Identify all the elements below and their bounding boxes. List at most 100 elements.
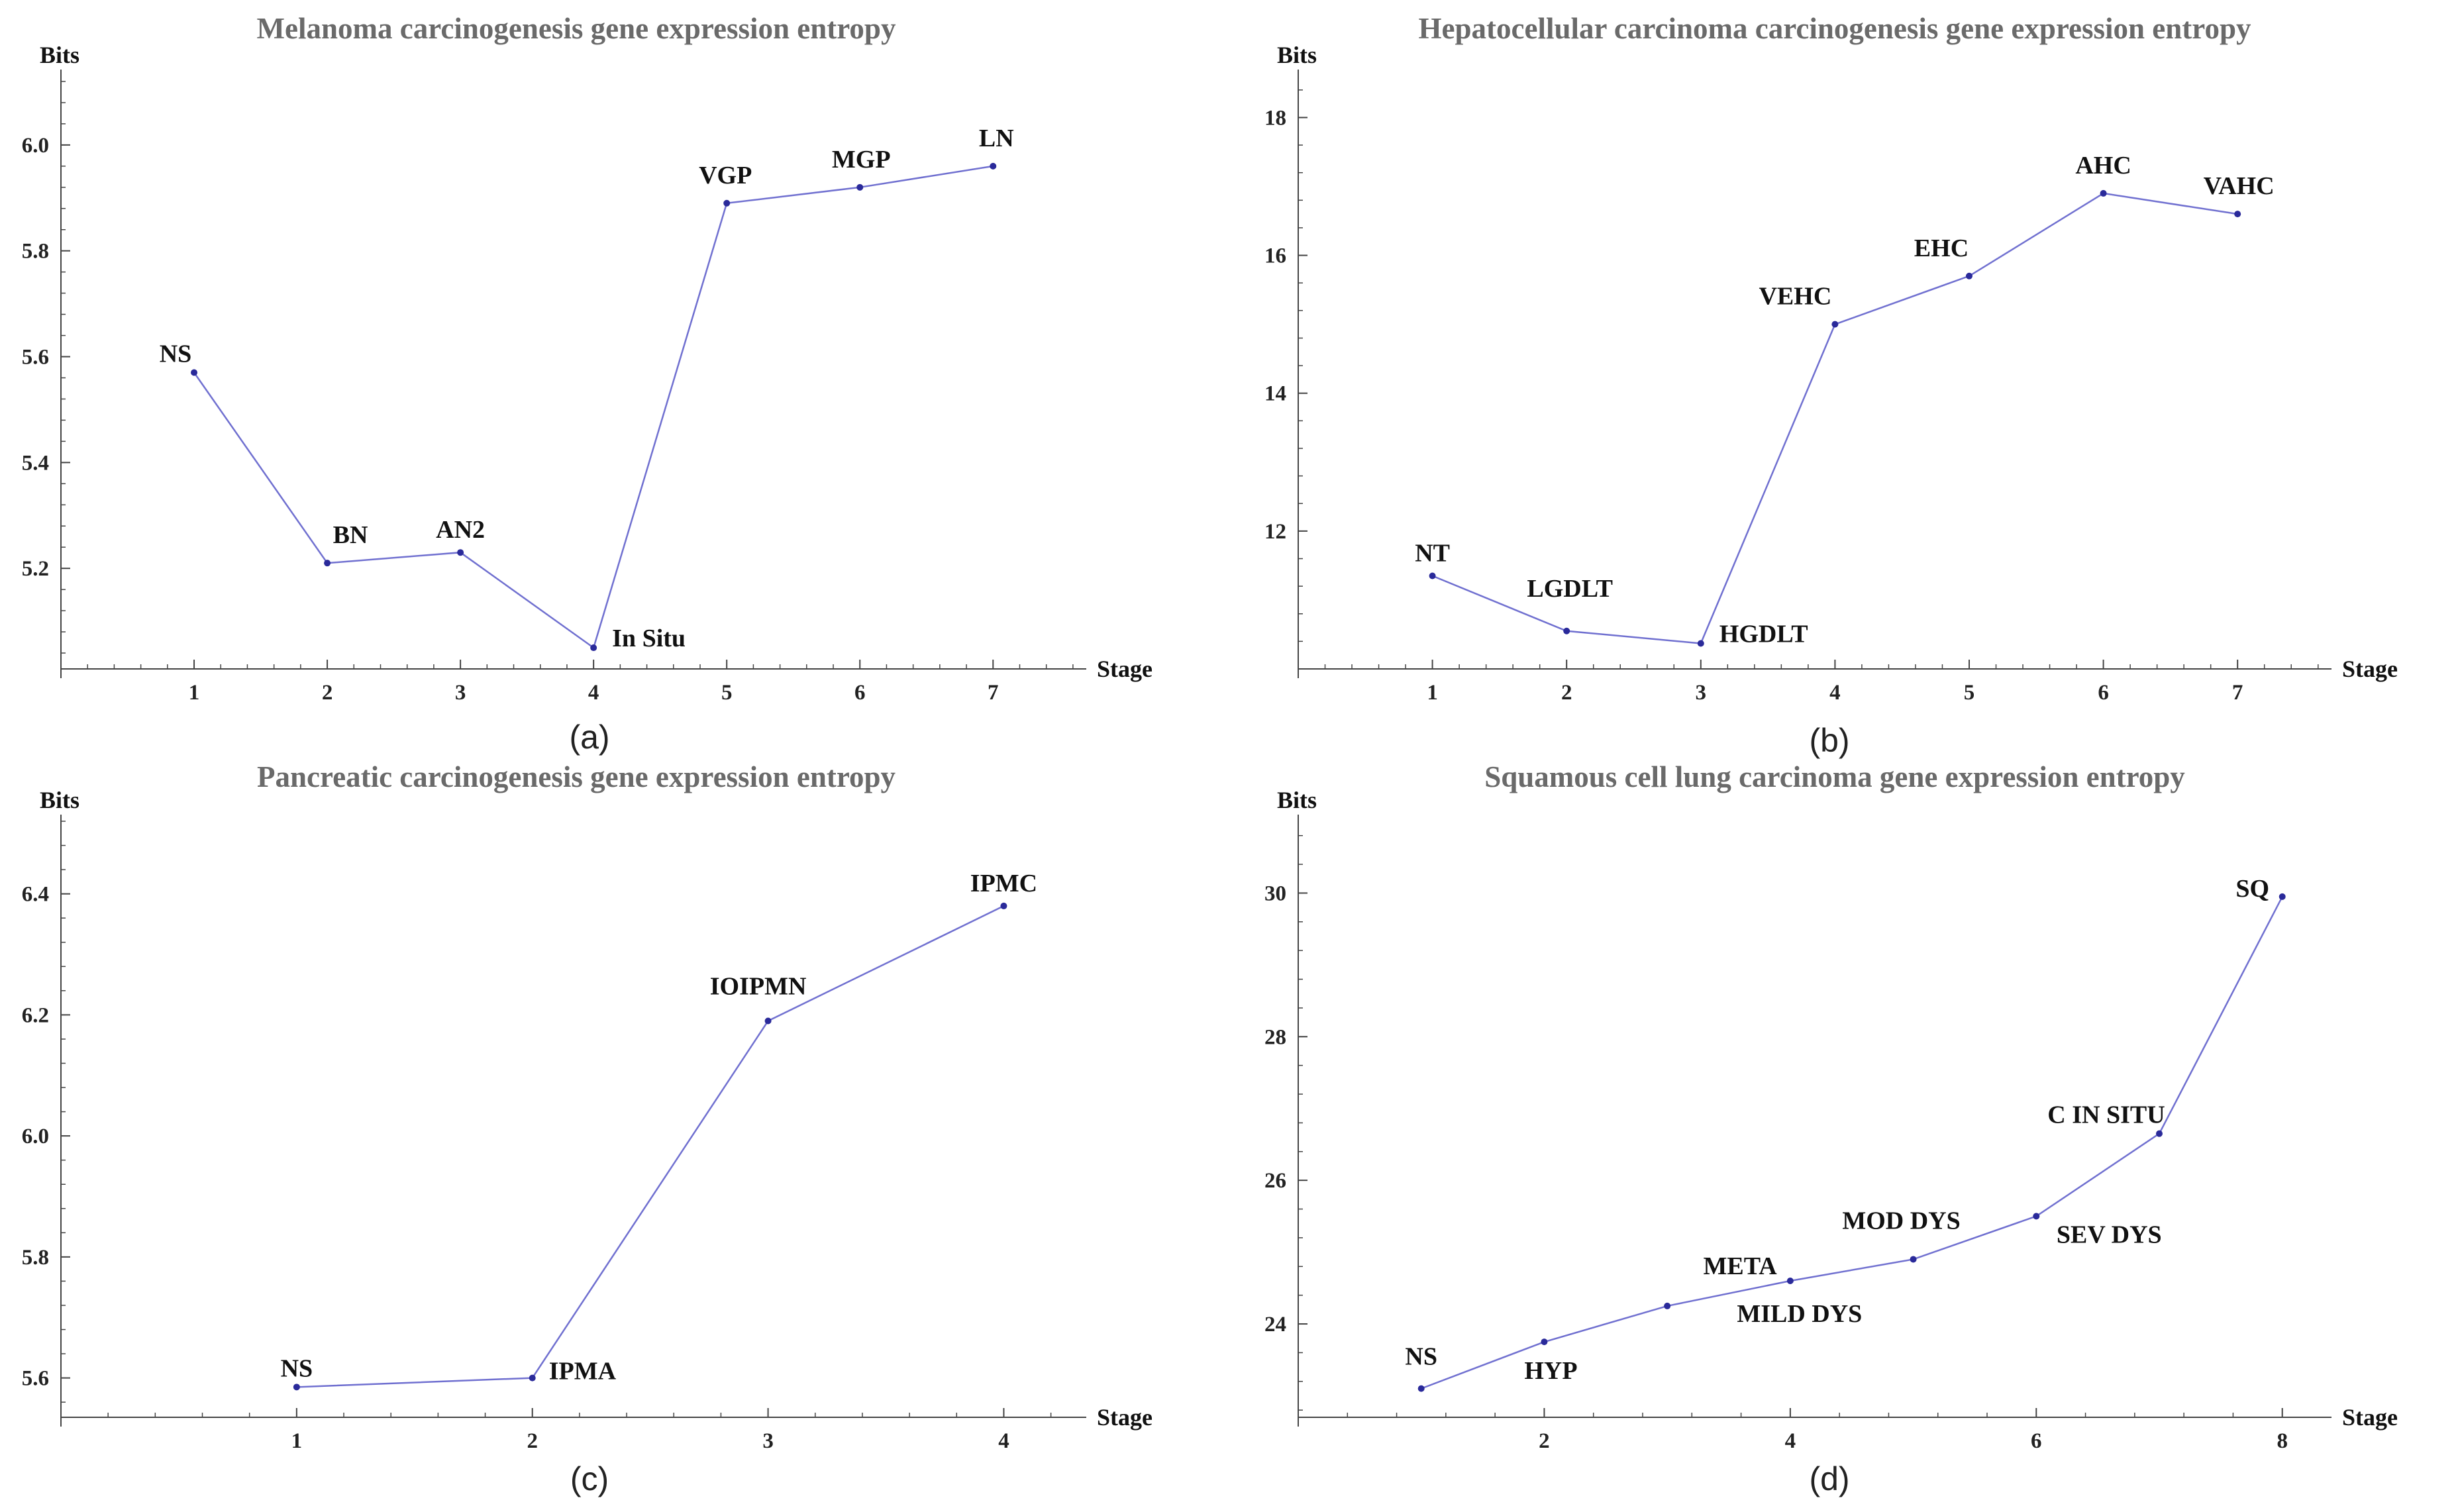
panel-b: Hepatocellular carcinoma carcinogenesis … <box>1264 12 2398 759</box>
panel-d: Squamous cell lung carcinoma gene expres… <box>1264 760 2398 1497</box>
data-point <box>590 644 597 652</box>
point-label: EHC <box>1914 234 1969 262</box>
x-tick-label: 1 <box>189 681 200 705</box>
data-point <box>2279 893 2286 900</box>
data-point <box>2033 1213 2040 1220</box>
panel-a: Melanoma carcinogenesis gene expression … <box>22 12 1153 756</box>
y-tick-label: 6.2 <box>22 1003 49 1027</box>
point-label: NS <box>160 340 192 368</box>
point-label: META <box>1704 1252 1778 1280</box>
y-tick-label: 5.2 <box>22 557 49 581</box>
panel-caption: (b) <box>1809 722 1849 759</box>
data-point <box>1664 1302 1671 1309</box>
point-label: MOD DYS <box>1842 1207 1960 1235</box>
x-tick-label: 5 <box>1964 681 1975 705</box>
x-tick-label: 2 <box>527 1429 538 1453</box>
data-point <box>723 199 731 207</box>
x-tick-label: 3 <box>455 681 466 705</box>
data-point <box>1000 902 1007 909</box>
x-axis-label: Stage <box>2342 656 2398 682</box>
point-label: LN <box>979 125 1014 152</box>
data-point <box>856 183 864 191</box>
point-label: IPMA <box>549 1358 617 1386</box>
x-tick-label: 6 <box>2098 681 2109 705</box>
y-tick-label: 6.0 <box>22 1125 49 1148</box>
data-point <box>1429 572 1436 580</box>
x-tick-label: 7 <box>2232 681 2243 705</box>
x-tick-label: 2 <box>1561 681 1572 705</box>
x-tick-label: 1 <box>1427 681 1438 705</box>
y-tick-label: 5.8 <box>22 240 49 264</box>
data-point <box>1541 1338 1548 1346</box>
point-label: VEHC <box>1759 283 1831 311</box>
point-label: In Situ <box>612 625 686 652</box>
point-label: SEV DYS <box>2057 1221 2162 1248</box>
x-tick-label: 1 <box>291 1429 303 1453</box>
x-tick-label: 5 <box>721 681 733 705</box>
x-axis-label: Stage <box>1097 1404 1153 1431</box>
chart-title: Pancreatic carcinogenesis gene expressio… <box>257 760 896 793</box>
y-tick-label: 28 <box>1264 1025 1286 1049</box>
data-point <box>2234 211 2241 218</box>
panel-c: Pancreatic carcinogenesis gene expressio… <box>22 760 1153 1497</box>
data-point <box>990 162 997 170</box>
series-line <box>296 905 1004 1388</box>
chart-title: Melanoma carcinogenesis gene expression … <box>257 12 896 45</box>
series-line <box>1421 896 2283 1389</box>
data-point <box>1563 627 1570 634</box>
x-tick-label: 2 <box>1539 1429 1550 1453</box>
chart-title: Hepatocellular carcinoma carcinogenesis … <box>1419 12 2251 45</box>
data-point <box>457 549 464 556</box>
chart-title: Squamous cell lung carcinoma gene expres… <box>1484 760 2185 793</box>
y-tick-label: 5.6 <box>22 346 49 370</box>
y-tick-label: 14 <box>1264 382 1286 406</box>
point-label: SQ <box>2235 875 2269 903</box>
panel-caption: (d) <box>1809 1460 1849 1497</box>
x-axis-label: Stage <box>2342 1404 2398 1431</box>
x-axis-label: Stage <box>1097 656 1153 682</box>
data-point <box>324 560 331 567</box>
x-tick-label: 3 <box>762 1429 774 1453</box>
point-label: HGDLT <box>1719 620 1808 648</box>
x-tick-label: 4 <box>1785 1429 1796 1453</box>
series-line <box>193 165 994 650</box>
data-point <box>1786 1277 1794 1284</box>
x-tick-label: 2 <box>322 681 333 705</box>
data-point <box>1965 272 1973 279</box>
point-label: BN <box>333 521 368 549</box>
y-tick-label: 6.4 <box>22 883 49 907</box>
x-tick-label: 8 <box>2277 1429 2288 1453</box>
x-tick-label: 4 <box>588 681 599 705</box>
y-axis-label: Bits <box>40 42 79 68</box>
point-label: AN2 <box>436 516 485 544</box>
panel-caption: (a) <box>569 719 609 756</box>
x-tick-label: 7 <box>988 681 999 705</box>
y-tick-label: 30 <box>1264 882 1286 905</box>
data-point <box>1697 640 1704 647</box>
point-label: VAHC <box>2204 172 2275 200</box>
y-tick-label: 26 <box>1264 1169 1286 1193</box>
data-point <box>2100 189 2107 197</box>
data-point <box>529 1374 536 1382</box>
point-label: HYP <box>1524 1357 1577 1385</box>
point-label: AHC <box>2075 152 2131 179</box>
data-point <box>191 369 198 376</box>
y-tick-label: 18 <box>1264 106 1286 130</box>
point-label: MILD DYS <box>1737 1300 1862 1328</box>
point-label: IPMC <box>970 870 1037 897</box>
data-point <box>2156 1130 2163 1137</box>
x-tick-label: 6 <box>2031 1429 2042 1453</box>
y-axis-label: Bits <box>1277 42 1317 68</box>
panel-caption: (c) <box>570 1460 609 1497</box>
point-label: C IN SITU <box>2047 1101 2165 1129</box>
y-tick-label: 24 <box>1264 1313 1286 1336</box>
data-point <box>293 1384 300 1391</box>
y-tick-label: 6.0 <box>22 134 49 158</box>
point-label: NS <box>1405 1343 1437 1371</box>
point-label: VGP <box>699 162 752 189</box>
data-point <box>1417 1385 1425 1392</box>
data-point <box>764 1017 772 1025</box>
point-label: NT <box>1415 540 1450 568</box>
y-tick-label: 16 <box>1264 244 1286 268</box>
x-tick-label: 6 <box>854 681 866 705</box>
